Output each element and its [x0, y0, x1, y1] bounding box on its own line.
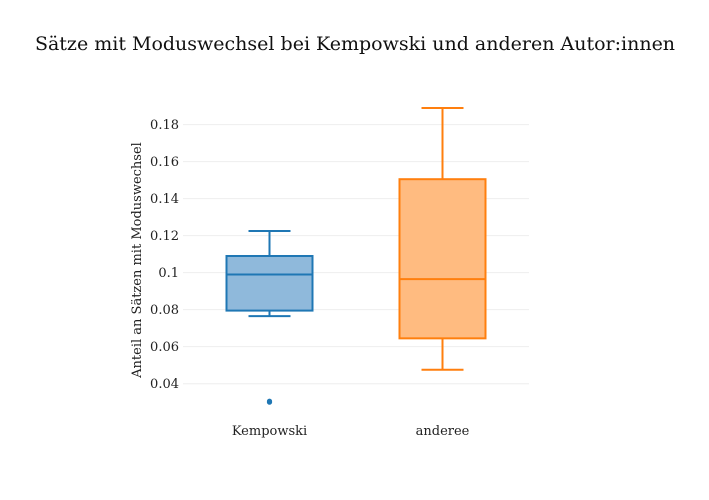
chart-title: Sätze mit Moduswechsel bei Kempowski und…	[35, 33, 675, 55]
x-tick-label: Kempowski	[232, 424, 307, 439]
y-tick-label: 0.18	[150, 118, 179, 133]
box-iqr	[398, 178, 487, 340]
x-tick-label: anderee	[416, 424, 470, 439]
outlier-point	[266, 398, 273, 404]
y-axis-ticks: 0.04 0.06 0.08 0.1 0.12 0.14 0.16 0.18	[150, 118, 179, 392]
y-tick-label: 0.12	[150, 229, 179, 244]
y-tick-label: 0.14	[150, 192, 179, 207]
y-tick-label: 0.04	[150, 377, 179, 392]
y-tick-label: 0.08	[150, 303, 179, 318]
box-series	[225, 106, 487, 405]
box-group-kempowski	[225, 230, 314, 405]
box-iqr	[225, 255, 314, 312]
box-group-anderee	[398, 106, 487, 371]
y-axis-label: Anteil an Sätzen mit Moduswechsel	[130, 142, 145, 379]
y-tick-label: 0.06	[150, 340, 179, 355]
y-tick-label: 0.1	[158, 266, 179, 281]
y-tick-label: 0.16	[150, 155, 179, 170]
x-axis-ticks: Kempowski anderee	[232, 424, 470, 439]
